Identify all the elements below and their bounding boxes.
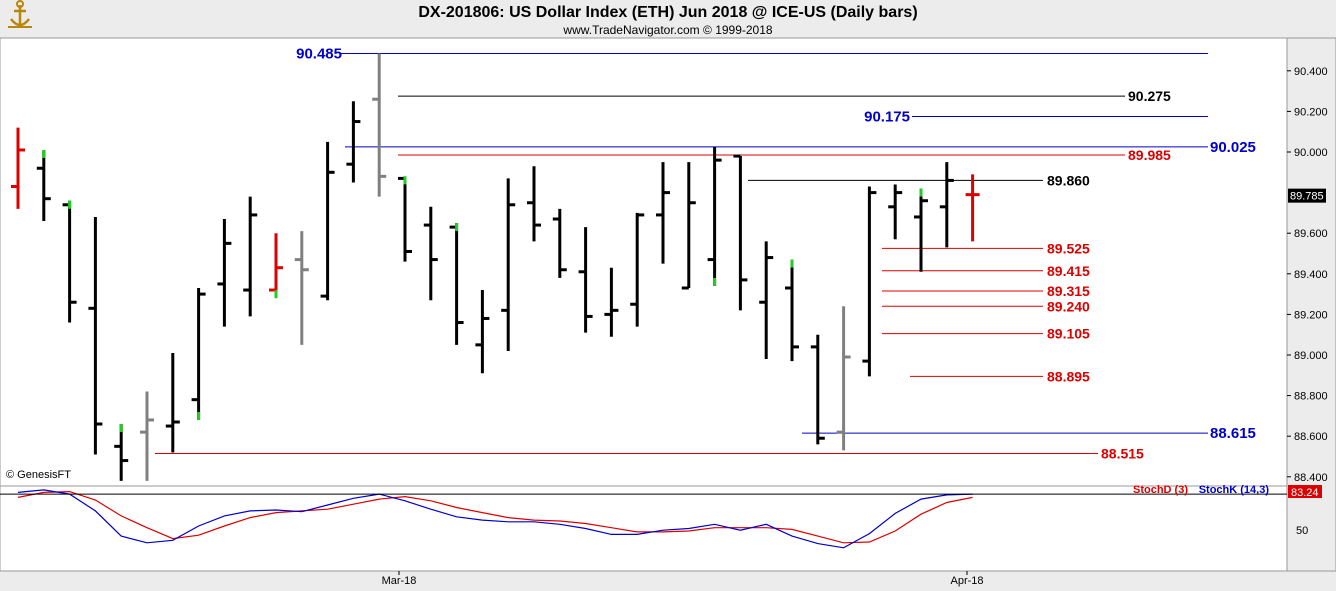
level-label-90.175: 90.175 — [864, 108, 910, 125]
level-label-89.415: 89.415 — [1047, 263, 1090, 279]
level-label-90.025: 90.025 — [1210, 139, 1256, 156]
indicator-value-badge: 83.24 — [1291, 487, 1319, 499]
y-tick-label-88.600: 88.600 — [1294, 431, 1328, 443]
y-tick-label-88.800: 88.800 — [1294, 391, 1328, 403]
y-tick-label-90.400: 90.400 — [1294, 66, 1328, 78]
level-label-89.315: 89.315 — [1047, 283, 1090, 299]
ship-anchor-icon — [8, 0, 32, 28]
y-axis-area — [1286, 37, 1336, 572]
watermark: © GenesisFT — [6, 469, 71, 481]
y-tick-label-88.400: 88.400 — [1294, 472, 1328, 484]
level-label-88.515: 88.515 — [1101, 445, 1144, 461]
indicator-plot-area — [0, 485, 1288, 572]
indicator-value-badge-bg — [1288, 485, 1322, 498]
stochk-legend: StochK (14,3) — [1199, 484, 1270, 496]
price-plot-area — [0, 37, 1288, 487]
level-label-88.615: 88.615 — [1210, 425, 1256, 442]
stochk-line — [17, 489, 973, 549]
chart-subtitle: www.TradeNavigator.com © 1999-2018 — [562, 23, 772, 37]
y-tick-label-90.000: 90.000 — [1294, 147, 1328, 159]
x-label-mar: Mar-18 — [382, 575, 417, 587]
y-tick-label-89.000: 89.000 — [1294, 350, 1328, 362]
y-tick-label-89.600: 89.600 — [1294, 228, 1328, 240]
level-label-90.275: 90.275 — [1128, 88, 1171, 104]
last-price-badge: 89.785 — [1290, 191, 1324, 203]
level-label-89.860: 89.860 — [1047, 172, 1090, 188]
level-label-89.985: 89.985 — [1128, 147, 1171, 163]
level-label-89.240: 89.240 — [1047, 298, 1090, 314]
y-tick-label-90.200: 90.200 — [1294, 106, 1328, 118]
indicator-tick-50: 50 — [1296, 525, 1308, 537]
last-price-badge-bg — [1288, 188, 1326, 203]
x-label-apr: Apr-18 — [950, 575, 983, 587]
level-label-90.485: 90.485 — [296, 46, 342, 63]
stochd-legend: StochD (3) — [1133, 484, 1188, 496]
level-label-89.105: 89.105 — [1047, 326, 1090, 342]
level-label-89.525: 89.525 — [1047, 240, 1090, 256]
y-tick-label-89.400: 89.400 — [1294, 269, 1328, 281]
level-label-88.895: 88.895 — [1047, 368, 1090, 384]
y-tick-label-89.200: 89.200 — [1294, 309, 1328, 321]
chart-title: DX-201806: US Dollar Index (ETH) Jun 201… — [418, 4, 917, 21]
